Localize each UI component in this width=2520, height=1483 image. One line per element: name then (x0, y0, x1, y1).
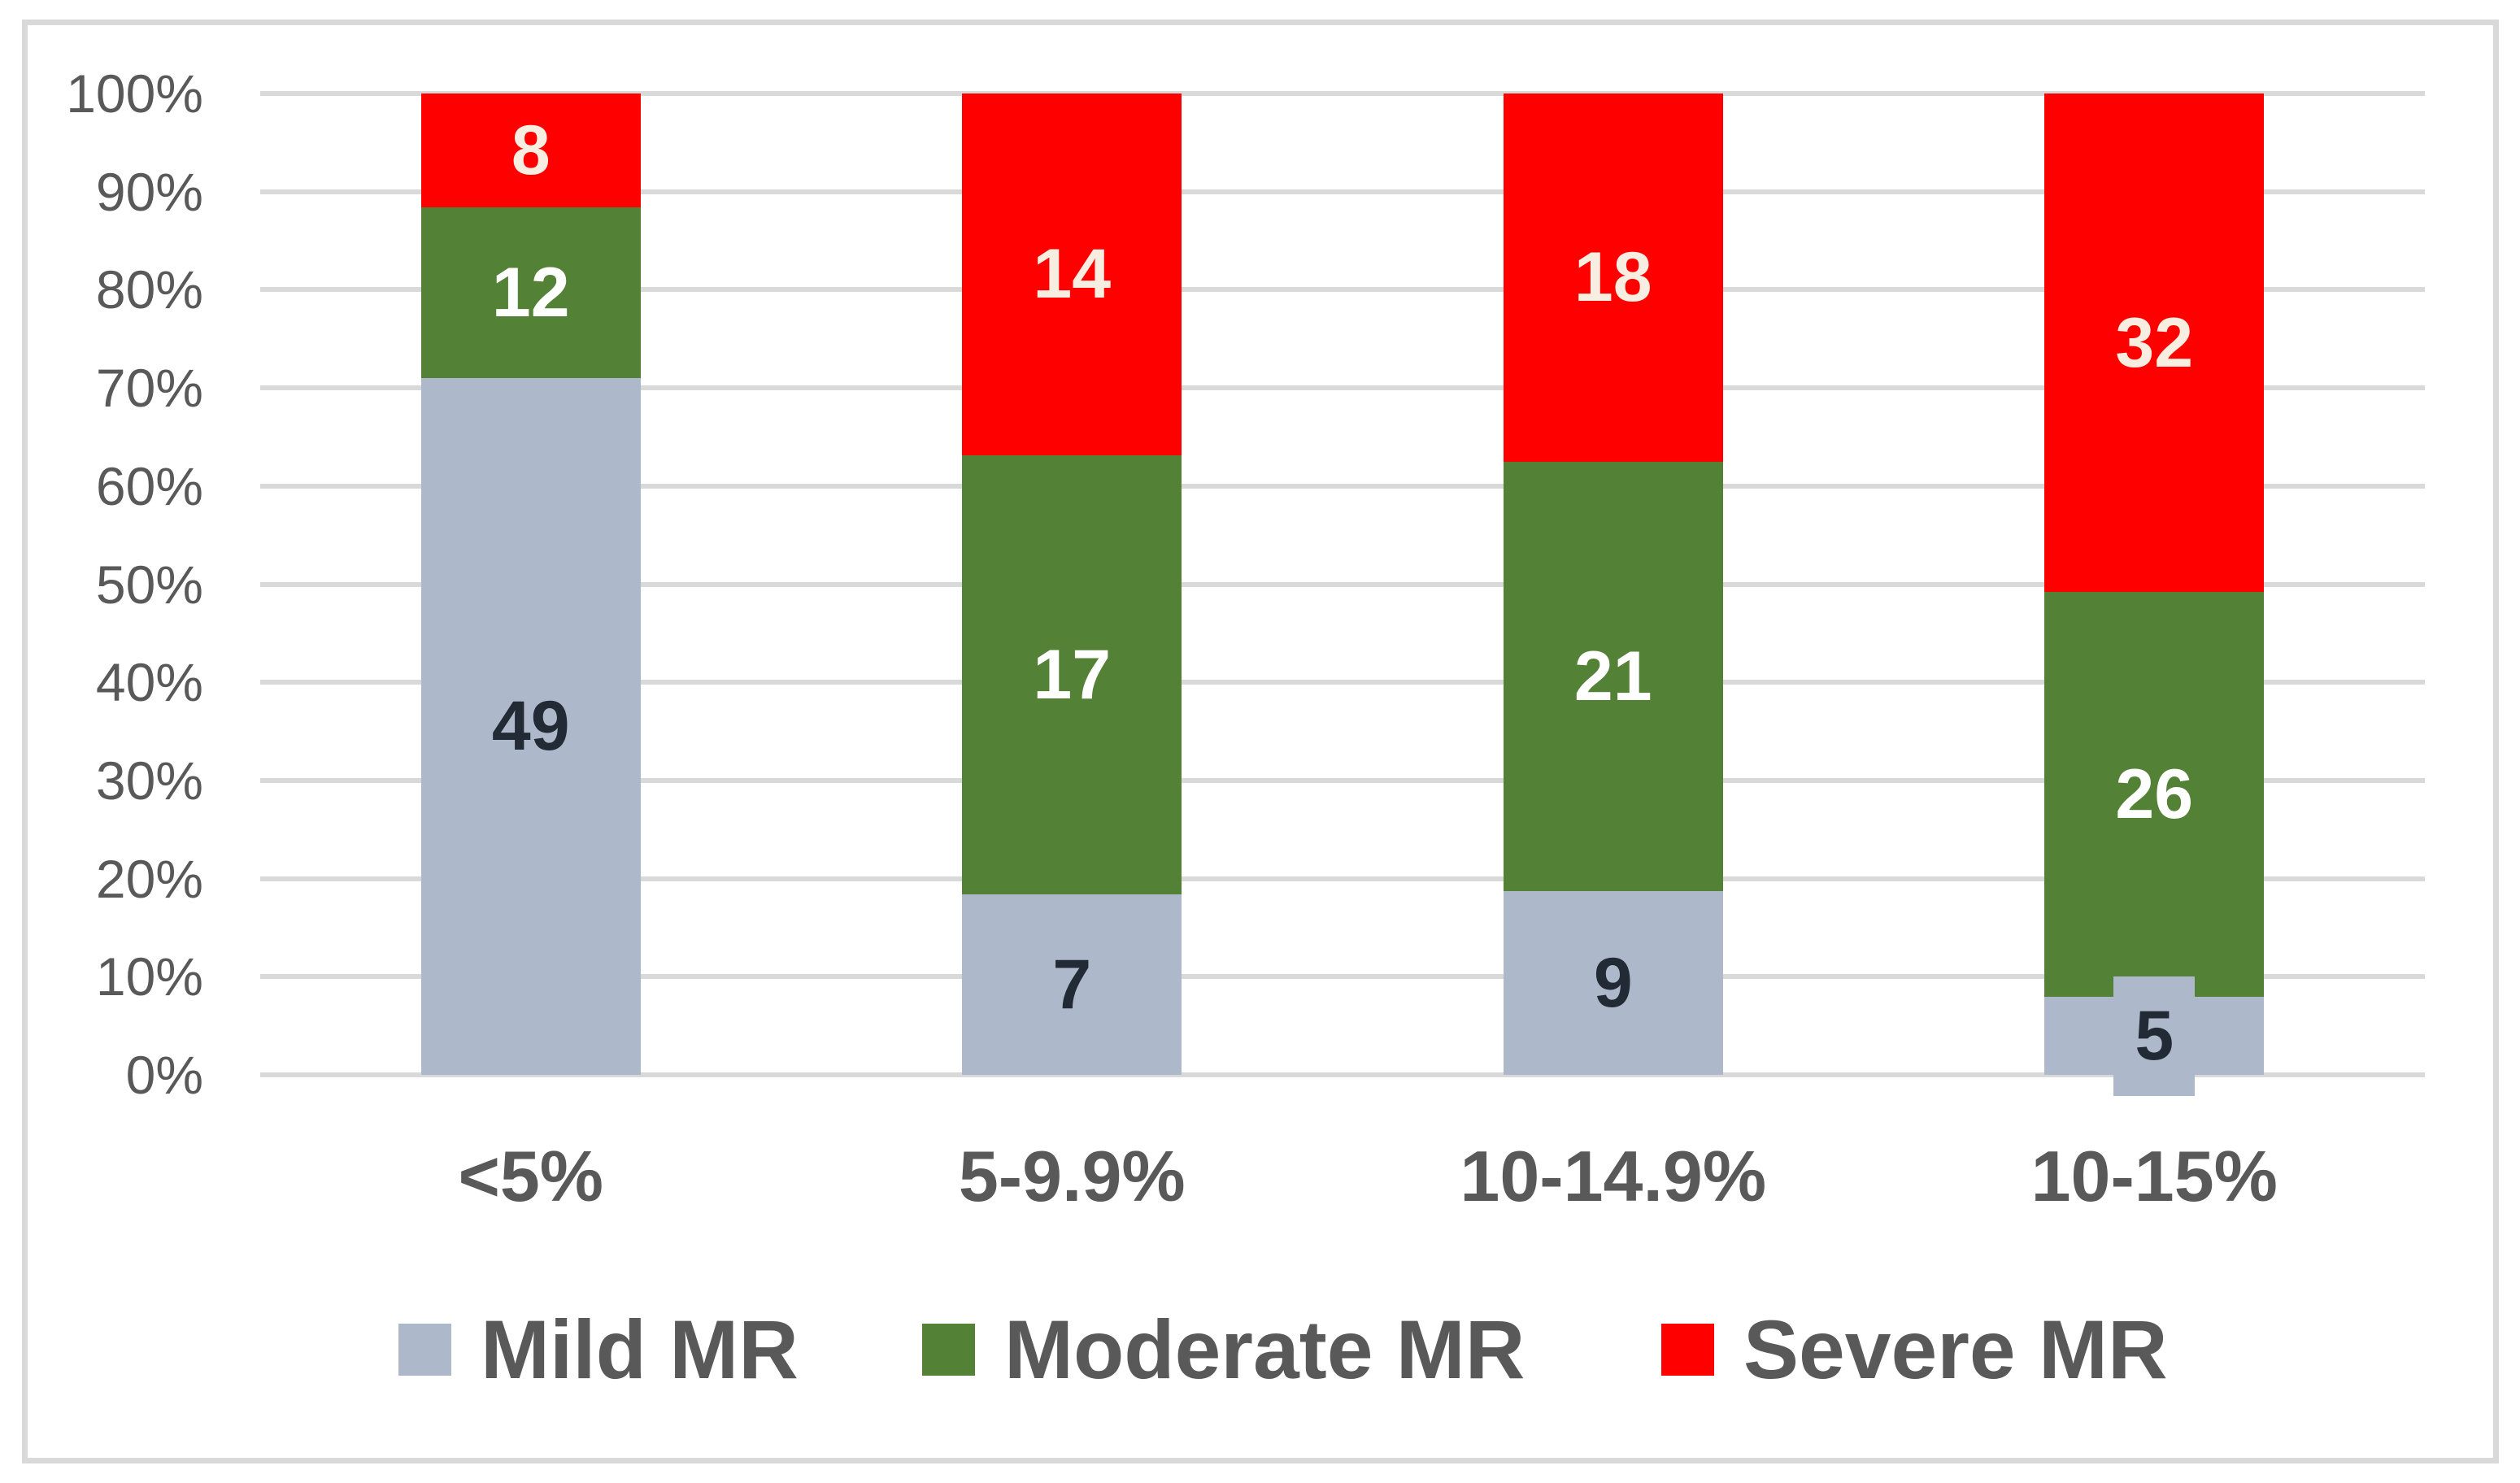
data-label: 18 (1573, 238, 1652, 317)
data-label: 7 (1052, 945, 1092, 1024)
legend-item-moderate-mr: Moderate MR (922, 1301, 1525, 1398)
y-axis-tick-label: 80% (95, 259, 203, 320)
gridline (260, 777, 2425, 783)
data-label: 32 (2115, 303, 2194, 382)
bar-segment-severe-mr (2044, 94, 2265, 593)
gridline (260, 680, 2425, 685)
y-axis-tick-label: 60% (95, 455, 203, 516)
y-axis-tick-label: 10% (95, 946, 203, 1007)
legend-item-mild-mr: Mild MR (398, 1301, 799, 1398)
gridline (260, 385, 2425, 391)
data-label: 12 (491, 253, 570, 332)
bar-segment-moderate-mr (1503, 461, 1723, 891)
bar-segment-mild-mr (1503, 890, 1723, 1075)
gridline (260, 287, 2425, 293)
y-axis-tick-label: 100% (66, 63, 203, 124)
legend-swatch (922, 1324, 975, 1376)
bar-segment-severe-mr (420, 94, 641, 207)
data-label: 49 (491, 687, 570, 766)
legend-swatch (1661, 1324, 1714, 1376)
y-axis-tick-label: 0% (125, 1045, 203, 1105)
legend-label: Severe MR (1743, 1303, 2168, 1396)
bar-segment-moderate-mr (2044, 592, 2265, 998)
legend-item-severe-mr: Severe MR (1661, 1301, 2168, 1398)
bar-segment-mild-mr (962, 894, 1182, 1075)
x-axis-category-label: 10-14.9% (1460, 1136, 1767, 1216)
data-label: 5 (2135, 997, 2174, 1076)
bar-segment-severe-mr (962, 94, 1182, 455)
data-label: 14 (1033, 235, 1112, 314)
gridline (260, 876, 2425, 881)
data-label: 8 (511, 111, 551, 189)
gridline (260, 189, 2425, 194)
bar-segment-severe-mr (1503, 94, 1723, 462)
x-axis-category-label: 5-9.9% (958, 1136, 1186, 1216)
y-axis-tick-label: 30% (95, 750, 203, 811)
data-label: 9 (1593, 943, 1633, 1022)
gridline (260, 1072, 2425, 1077)
x-axis-category-label: <5% (458, 1136, 604, 1216)
data-label: 26 (2115, 755, 2194, 834)
y-axis-tick-label: 50% (95, 554, 203, 615)
y-axis-tick-label: 40% (95, 652, 203, 713)
y-axis-tick-label: 90% (95, 161, 203, 222)
gridline (260, 91, 2425, 96)
data-label-badge (2113, 976, 2196, 1096)
bar-segment-moderate-mr (420, 207, 641, 378)
y-axis-tick-label: 70% (95, 358, 203, 419)
legend-label: Moderate MR (1004, 1303, 1525, 1396)
legend-swatch (398, 1324, 451, 1376)
legend-label: Mild MR (481, 1303, 799, 1396)
gridline (260, 581, 2425, 587)
gridline (260, 483, 2425, 489)
data-label: 21 (1573, 637, 1652, 715)
bar-segment-moderate-mr (962, 454, 1182, 894)
x-axis-category-label: 10-15% (2030, 1136, 2278, 1216)
y-axis-tick-label: 20% (95, 848, 203, 909)
data-label: 17 (1033, 635, 1112, 714)
bar-segment-mild-mr (420, 377, 641, 1075)
gridline (260, 974, 2425, 980)
